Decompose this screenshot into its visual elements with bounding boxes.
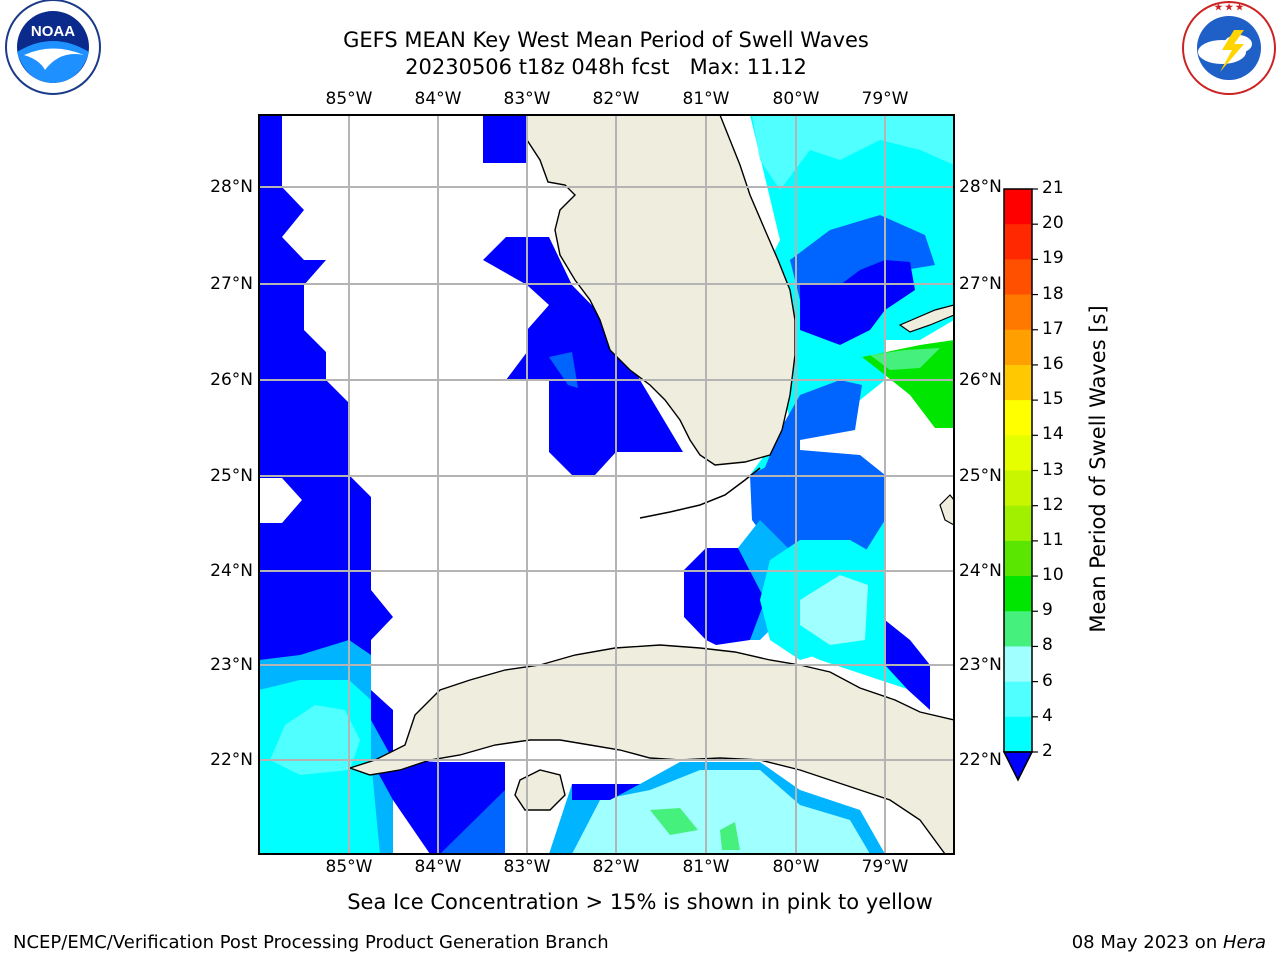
colorbar-tick-label: 16	[1042, 353, 1064, 374]
footer-right: 08 May 2023 on Hera	[1072, 932, 1266, 953]
lon-label-top: 85°W	[325, 89, 373, 109]
lon-label-bottom: 82°W	[592, 857, 640, 877]
lon-label-top: 81°W	[682, 89, 730, 109]
colorbar-segment	[1004, 470, 1032, 507]
colorbar-segment	[1004, 681, 1032, 718]
chart-subtitle: 20230506 t18z 048h fcst Max: 11.12	[405, 55, 807, 79]
swell-field-carib-10b	[720, 822, 740, 850]
swell-field-straits-4b	[750, 450, 885, 570]
swell-field-s-4	[440, 790, 505, 854]
lon-label-bottom: 83°W	[503, 857, 551, 877]
colorbar-tick-label: 12	[1042, 494, 1064, 515]
lat-label-left: 27°N	[210, 274, 253, 294]
colorbar-label: Mean Period of Swell Waves [s]	[1086, 305, 1110, 633]
lat-label-left: 26°N	[210, 370, 253, 390]
colorbar-tick-label: 11	[1042, 529, 1064, 550]
colorbar-segment	[1004, 435, 1032, 471]
colorbar-segment	[1004, 505, 1032, 542]
land-bahamas-andros	[939, 494, 954, 526]
swell-field-straits-2	[684, 548, 765, 645]
footer-date: 08 May 2023 on	[1071, 932, 1223, 953]
colorbar-tick-label: 15	[1042, 389, 1064, 410]
lon-label-top: 84°W	[414, 89, 462, 109]
lat-label-left: 24°N	[210, 561, 253, 581]
swell-field-straits-8	[800, 575, 868, 645]
lon-label-bottom: 79°W	[861, 857, 909, 877]
lon-label-bottom: 85°W	[325, 857, 373, 877]
colorbar-tick-label: 17	[1042, 318, 1064, 339]
swell-field-west	[259, 115, 393, 760]
lon-label-bottom: 81°W	[682, 857, 730, 877]
lat-label-left: 23°N	[210, 655, 253, 675]
land-cuba	[347, 644, 954, 854]
colorbar-tick-label: 20	[1042, 213, 1064, 234]
lat-label-right: 22°N	[959, 750, 1002, 770]
lat-label-right: 24°N	[959, 561, 1002, 581]
lon-label-top: 79°W	[861, 89, 909, 109]
swell-field-atlantic-9	[870, 348, 940, 370]
colorbar-segment	[1004, 364, 1032, 401]
lat-label-right: 25°N	[959, 466, 1002, 486]
lat-label-right: 27°N	[959, 274, 1002, 294]
chart-title: GEFS MEAN Key West Mean Period of Swell …	[343, 28, 869, 52]
map-gridlines	[259, 115, 954, 854]
lat-label-left: 22°N	[210, 750, 253, 770]
sea-ice-note: Sea Ice Concentration > 15% is shown in …	[347, 890, 933, 914]
swell-field-atlantic-7	[752, 115, 954, 190]
lon-label-bottom: 80°W	[772, 857, 820, 877]
lat-label-right: 23°N	[959, 655, 1002, 675]
colorbar-tick-label: 18	[1042, 283, 1064, 304]
colorbar-segment	[1004, 259, 1032, 296]
colorbar-tick-label: 14	[1042, 424, 1064, 445]
land-bahamas-grand	[898, 304, 954, 333]
swell-field-west-hole	[259, 478, 302, 523]
colorbar-tick-label: 9	[1042, 600, 1053, 621]
swell-field-gulf-patch	[483, 115, 527, 163]
colorbar-segment	[1004, 540, 1032, 577]
footer-host: Hera	[1222, 932, 1266, 953]
swell-field-carib-10	[650, 808, 698, 835]
map-plot-area	[259, 115, 954, 854]
colorbar-tick-label: 10	[1042, 565, 1064, 586]
colorbar-tick-label: 19	[1042, 248, 1064, 269]
colorbar-segment	[1004, 294, 1032, 331]
colorbar	[1002, 188, 1038, 782]
lon-label-top: 80°W	[772, 89, 820, 109]
colorbar-segment	[1004, 329, 1032, 366]
colorbar-tick-label: 2	[1042, 741, 1053, 761]
swell-field-atlantic-2	[800, 260, 915, 345]
footer-left: NCEP/EMC/Verification Post Processing Pr…	[13, 932, 609, 953]
swell-field-carib-2	[572, 784, 640, 800]
lat-label-right: 26°N	[959, 370, 1002, 390]
lat-label-left: 28°N	[210, 177, 253, 197]
land-florida	[526, 115, 796, 466]
colorbar-segment	[1004, 189, 1032, 225]
colorbar-tick-label: 21	[1042, 178, 1064, 198]
florida-keys	[639, 467, 761, 519]
lon-label-top: 83°W	[503, 89, 551, 109]
lon-label-top: 82°W	[592, 89, 640, 109]
lon-label-bottom: 84°W	[414, 857, 462, 877]
colorbar-segment	[1004, 224, 1032, 260]
colorbar-segment	[1004, 400, 1032, 436]
colorbar-segment	[1004, 646, 1032, 683]
colorbar-tick-label: 6	[1042, 670, 1053, 691]
swell-field-gulf-shelf	[483, 237, 683, 475]
colorbar-tick-label: 13	[1042, 459, 1064, 480]
swell-field-sw-7	[270, 705, 360, 775]
colorbar-segment	[1004, 716, 1032, 753]
lat-label-left: 25°N	[210, 466, 253, 486]
colorbar-segment	[1004, 576, 1032, 612]
lat-label-right: 28°N	[959, 177, 1002, 197]
map-frame	[258, 114, 955, 855]
colorbar-segment	[1004, 611, 1032, 647]
colorbar-tick-label: 8	[1042, 635, 1053, 656]
colorbar-tick-label: 4	[1042, 705, 1053, 726]
